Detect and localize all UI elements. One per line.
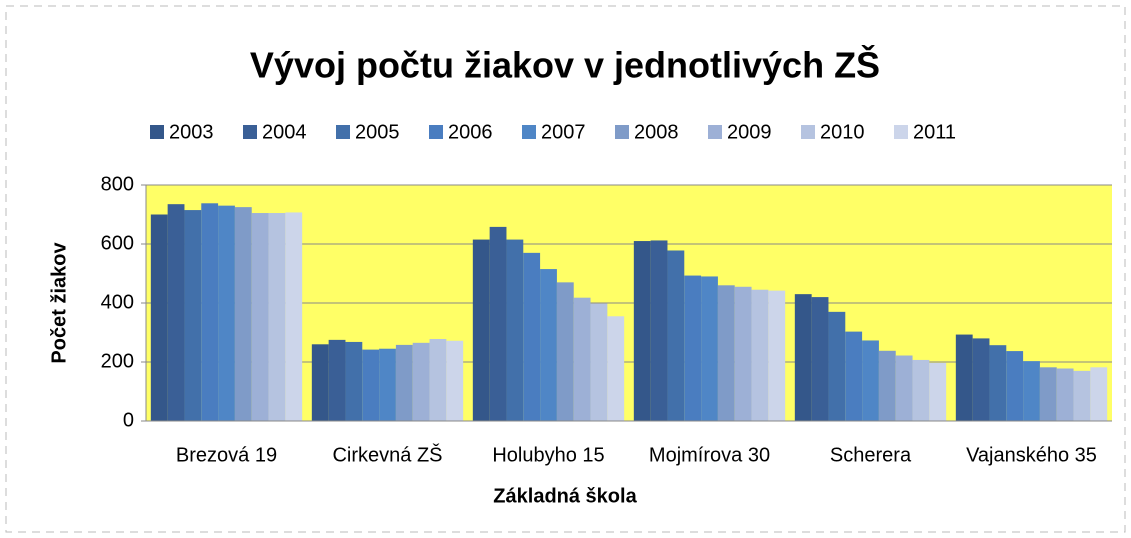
- legend-label: 2008: [634, 121, 679, 143]
- bar: [862, 340, 879, 421]
- bar: [167, 204, 185, 421]
- bar: [395, 344, 413, 421]
- legend-swatch: [708, 125, 722, 139]
- x-axis-label: Základná škola: [493, 485, 637, 507]
- legend-swatch: [615, 125, 629, 139]
- bar: [633, 241, 651, 421]
- legend-label: 2004: [262, 121, 307, 143]
- bar: [811, 297, 829, 421]
- x-tick-label: Mojmírova 30: [649, 444, 770, 466]
- bar: [929, 362, 947, 421]
- bar: [845, 331, 863, 421]
- bar: [1056, 368, 1074, 421]
- bar: [607, 316, 625, 421]
- legend-swatch: [429, 125, 443, 139]
- bar: [446, 340, 464, 421]
- legend-swatch: [243, 125, 257, 139]
- bar: [285, 212, 303, 421]
- bar: [989, 345, 1007, 421]
- bar: [828, 311, 846, 421]
- bar: [573, 297, 591, 421]
- bar: [768, 290, 786, 421]
- y-tick-label: 200: [101, 350, 134, 372]
- legend-swatch: [336, 125, 350, 139]
- bar: [667, 250, 685, 421]
- x-tick-label: Brezová 19: [176, 444, 277, 466]
- bar: [556, 282, 574, 421]
- bar: [540, 269, 557, 421]
- bar: [362, 349, 380, 421]
- bar: [345, 341, 363, 421]
- legend-swatch: [522, 125, 536, 139]
- bar: [184, 210, 202, 421]
- bar: [1023, 361, 1040, 421]
- bar: [590, 303, 608, 421]
- bar: [1039, 367, 1057, 421]
- bar: [1073, 370, 1091, 421]
- bar: [268, 213, 286, 421]
- bar: [379, 348, 396, 421]
- bar: [1006, 351, 1024, 421]
- bar: [218, 205, 235, 421]
- bar: [912, 359, 930, 421]
- bar: [328, 339, 346, 421]
- chart-title: Vývoj počtu žiakov v jednotlivých ZŠ: [250, 44, 880, 86]
- bar: [489, 226, 507, 421]
- y-tick-label: 0: [123, 409, 134, 431]
- bar: [701, 276, 718, 421]
- bar: [650, 240, 668, 421]
- x-tick-label: Scherera: [830, 444, 912, 466]
- bar: [895, 355, 913, 421]
- bar: [251, 213, 269, 421]
- bar: [311, 344, 329, 421]
- y-axis-label: Počet žiakov: [48, 242, 70, 364]
- legend-swatch: [801, 125, 815, 139]
- bar: [955, 334, 973, 421]
- legend-label: 2010: [820, 121, 865, 143]
- legend-swatch: [894, 125, 908, 139]
- bar: [734, 286, 752, 421]
- x-tick-label: Vajanského 35: [966, 444, 1097, 466]
- bar: [472, 239, 490, 421]
- bar: [751, 289, 769, 421]
- bar: [972, 338, 990, 421]
- bar: [717, 285, 735, 421]
- y-tick-label: 800: [101, 173, 134, 195]
- x-tick-label: Holubyho 15: [492, 444, 604, 466]
- bar: [794, 294, 812, 421]
- bar: [878, 350, 896, 421]
- legend-label: 2005: [355, 121, 400, 143]
- x-tick-label: Cirkevná ZŠ: [332, 443, 442, 466]
- legend-label: 2009: [727, 121, 772, 143]
- legend-label: 2011: [913, 121, 956, 143]
- bar: [150, 214, 168, 421]
- bar: [506, 239, 524, 421]
- y-tick-label: 400: [101, 291, 134, 313]
- legend-swatch: [150, 125, 164, 139]
- bar: [523, 252, 541, 421]
- bar: [412, 342, 430, 421]
- legend-label: 2006: [448, 121, 493, 143]
- y-tick-label: 600: [101, 232, 134, 254]
- legend-label: 2003: [169, 121, 214, 143]
- legend-label: 2007: [541, 121, 586, 143]
- bar: [234, 207, 252, 421]
- frame: [5, 5, 1126, 533]
- bar: [201, 203, 219, 421]
- bar: [1090, 367, 1108, 421]
- bar: [429, 338, 447, 421]
- bar: [684, 275, 702, 421]
